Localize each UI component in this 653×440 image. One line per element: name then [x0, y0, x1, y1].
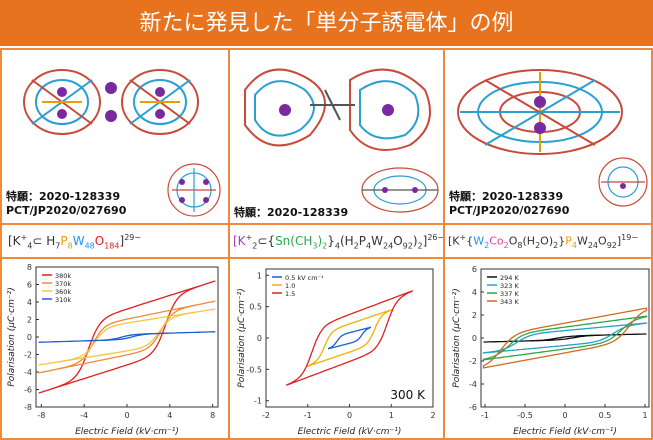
- series-loop: [38, 308, 216, 366]
- y-tick-label: -2: [469, 357, 477, 366]
- structure-panel-2: 特願：2020-128339: [230, 50, 445, 225]
- series-loop: [482, 315, 648, 361]
- legend-label: 1.0: [285, 282, 295, 290]
- y-axis-label: Polarisation (μC·cm⁻²): [452, 288, 462, 387]
- molecule-structure-2: [244, 68, 439, 213]
- series-loop: [38, 280, 216, 394]
- formula-1: [K+4⊂ H7P8W48O184]29−: [8, 233, 142, 251]
- x-tick-label: 0: [347, 411, 352, 420]
- y-tick-label: 0: [472, 334, 477, 343]
- structure-panel-1: 特願：2020-128339 PCT/JP2020/027690: [2, 50, 230, 225]
- series-loop: [327, 326, 372, 350]
- patent-number-2: 特願：2020-128339: [234, 206, 349, 219]
- x-axis-label: Electric Field (kV·cm⁻¹): [513, 427, 617, 437]
- legend-label: 370k: [55, 280, 71, 288]
- x-tick-label: 4: [167, 411, 172, 420]
- formula-cell-3: [K+{W2Co2O8(H2O)2}P4W24O92]19−: [445, 225, 653, 259]
- y-tick-label: 0.5: [249, 303, 262, 312]
- y-tick-label: 2: [27, 316, 32, 325]
- x-tick-label: 1: [389, 411, 394, 420]
- series-loop: [307, 308, 392, 368]
- pct-number-1: PCT/JP2020/027690: [6, 204, 127, 217]
- y-tick-label: -6: [469, 403, 477, 412]
- y-tick-label: 6: [472, 265, 477, 274]
- x-tick-label: -8: [37, 411, 45, 420]
- legend-label: 343 K: [500, 298, 519, 306]
- y-axis-label: Polarisation (μC·cm⁻²): [237, 288, 247, 387]
- figure-grid: 特願：2020-128339 PCT/JP2020/027690 特願：: [0, 48, 653, 440]
- x-tick-label: 2: [430, 411, 435, 420]
- molecule-structure-1: [23, 69, 221, 217]
- x-tick-label: -1: [304, 411, 312, 420]
- page-title: 新たに発見した「単分子誘電体」の例: [0, 0, 653, 48]
- legend-label: 323 K: [500, 282, 519, 290]
- legend-label: 294 K: [500, 274, 519, 282]
- y-tick-label: -8: [24, 403, 32, 412]
- y-tick-label: 1: [257, 271, 262, 280]
- y-tick-label: 0: [27, 333, 32, 342]
- y-tick-label: 2: [472, 311, 477, 320]
- legend-label: 337 K: [500, 290, 519, 298]
- series-loop: [38, 300, 216, 374]
- x-axis-label: Electric Field (kV·cm⁻¹): [75, 427, 179, 437]
- formula-cell-1: [K+4⊂ H7P8W48O184]29−: [2, 225, 230, 259]
- hysteresis-chart-3: -1 -0.5 0 0.5 1 -6 -4 -2 0 2 4 6 Electric Field (kV·…: [452, 265, 650, 437]
- molecule-structure-3: [457, 69, 648, 207]
- pct-number-3: PCT/JP2020/027690: [449, 204, 570, 217]
- y-tick-label: -0.5: [246, 365, 262, 374]
- series-loop: [482, 307, 648, 369]
- plot-frame: [265, 268, 434, 408]
- series-loop: [38, 331, 216, 343]
- chart-cell-2: -2 -1 0 1 2 -1 -0.5 0 0.5 1 Electric Field (kV·cm⁻…: [230, 259, 445, 440]
- y-tick-label: 4: [27, 298, 32, 307]
- y-tick-label: 0: [257, 334, 262, 343]
- legend-label: 1.5: [285, 290, 295, 298]
- x-tick-label: 0: [124, 411, 129, 420]
- y-tick-label: 4: [472, 288, 477, 297]
- x-tick-label: 8: [210, 411, 215, 420]
- x-tick-label: -4: [80, 411, 88, 420]
- x-tick-label: -0.5: [517, 411, 533, 420]
- y-tick-label: 8: [27, 263, 32, 272]
- series-loop: [286, 290, 413, 386]
- formula-3: [K+{W2Co2O8(H2O)2}P4W24O92]19−: [448, 233, 639, 250]
- x-tick-label: -2: [262, 411, 270, 420]
- y-tick-label: -2: [24, 351, 32, 360]
- x-tick-label: 0: [562, 411, 567, 420]
- formula-2: [K+2⊂{Sn(CH3)2}4(H2P4W24O92)2]26−: [233, 233, 445, 251]
- x-tick-label: 1: [642, 411, 647, 420]
- legend-label: 0.5 kV cm⁻¹: [285, 274, 324, 282]
- patent-number-1: 特願：2020-128339: [6, 190, 121, 203]
- y-tick-label: -1: [254, 397, 262, 406]
- chart-annotation: 300 K: [390, 388, 426, 402]
- y-tick-label: -6: [24, 386, 32, 395]
- plot-frame: [480, 268, 650, 408]
- series-loop: [482, 322, 648, 354]
- y-tick-label: 6: [27, 281, 32, 290]
- chart-cell-3: -1 -0.5 0 0.5 1 -6 -4 -2 0 2 4 6 Electric Field (kV·…: [445, 259, 653, 440]
- y-tick-label: -4: [469, 380, 477, 389]
- y-tick-label: -4: [24, 368, 32, 377]
- chart-cell-1: -8 -4 0 4 8 -8 -6 -4 -2 0 2 4 6 8 Electric Field (kV·c…: [2, 259, 230, 440]
- y-axis-label: Polarisation (μC·cm⁻²): [7, 287, 17, 386]
- legend-label: 380k: [55, 272, 71, 280]
- x-tick-label: -1: [481, 411, 489, 420]
- legend-label: 310k: [55, 296, 71, 304]
- x-tick-label: 0.5: [599, 411, 612, 420]
- legend-label: 360k: [55, 288, 71, 296]
- x-axis-label: Electric Field (kV·cm⁻¹): [298, 427, 402, 437]
- series-loop: [483, 333, 647, 343]
- hysteresis-chart-1: -8 -4 0 4 8 -8 -6 -4 -2 0 2 4 6 8 Electric Field (kV·c…: [7, 263, 219, 437]
- patent-number-3: 特願：2020-128339: [449, 190, 564, 203]
- structure-panel-3: 特願：2020-128339 PCT/JP2020/027690: [445, 50, 653, 225]
- formula-cell-2: [K+2⊂{Sn(CH3)2}4(H2P4W24O92)2]26−: [230, 225, 445, 259]
